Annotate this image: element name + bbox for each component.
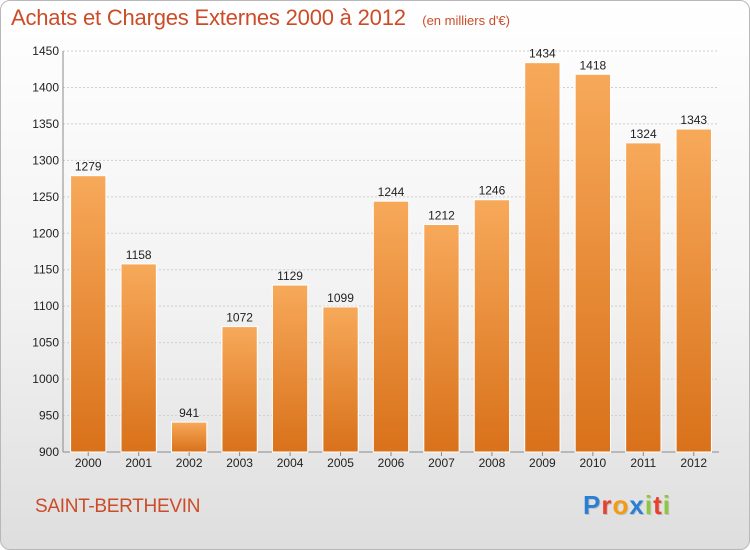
x-tick-label: 2005 xyxy=(327,456,354,470)
y-tick-label: 1200 xyxy=(32,226,59,240)
x-tick-label: 2009 xyxy=(529,456,556,470)
bar-value-label: 1246 xyxy=(479,184,506,198)
bar-2009 xyxy=(524,62,561,453)
x-tick-label: 2008 xyxy=(479,456,506,470)
bar-2000 xyxy=(70,175,107,453)
logo-letter: i xyxy=(662,490,671,520)
logo-letter: t xyxy=(653,490,663,520)
x-tick-label: 2006 xyxy=(378,456,405,470)
chart-subtitle: (en milliers d'€) xyxy=(422,13,510,28)
y-tick-label: 1300 xyxy=(32,153,59,167)
y-tick-label: 1150 xyxy=(33,263,59,277)
bar-value-label: 1279 xyxy=(75,160,102,174)
y-tick-label: 1250 xyxy=(32,190,59,204)
bar-2012 xyxy=(675,128,712,453)
bar-2005 xyxy=(322,306,359,453)
bar-value-label: 1129 xyxy=(277,269,303,283)
x-tick-label: 2002 xyxy=(176,456,203,470)
bar-value-label: 1244 xyxy=(378,185,405,199)
city-name: SAINT-BERTHEVIN xyxy=(35,496,201,517)
x-tick-label: 2000 xyxy=(75,456,102,470)
y-tick-label: 950 xyxy=(39,409,59,423)
x-tick-label: 2012 xyxy=(680,456,707,470)
bar-value-label: 1072 xyxy=(226,311,253,325)
x-tick-label: 2003 xyxy=(226,456,253,470)
bar-2003 xyxy=(221,326,258,453)
logo-letter: P xyxy=(583,490,602,520)
logo-letter: r xyxy=(601,490,613,520)
bar-2006 xyxy=(372,200,410,453)
y-tick-label: 1400 xyxy=(32,80,59,94)
bar-2010 xyxy=(574,73,612,453)
x-tick-label: 2007 xyxy=(428,456,455,470)
bar-value-label: 1212 xyxy=(428,209,455,223)
logo-letter: o xyxy=(612,490,630,520)
bar-value-label: 1324 xyxy=(630,127,657,141)
y-tick-label: 1000 xyxy=(32,372,59,386)
title-row: Achats et Charges Externes 2000 à 2012 (… xyxy=(11,5,510,31)
bar-2004 xyxy=(271,284,309,453)
bar-value-label: 1434 xyxy=(529,47,556,61)
logo-letter: x xyxy=(629,490,645,520)
bar-value-label: 1418 xyxy=(579,58,606,72)
x-tick-label: 2010 xyxy=(579,456,606,470)
y-tick-label: 1050 xyxy=(32,336,59,350)
bar-2008 xyxy=(473,199,511,453)
bar-2011 xyxy=(625,142,662,453)
bar-value-label: 1343 xyxy=(680,113,707,127)
x-tick-label: 2004 xyxy=(277,456,304,470)
bar-value-label: 941 xyxy=(179,406,199,420)
proxiti-logo: Proxiti xyxy=(583,490,671,521)
bar-value-label: 1099 xyxy=(327,291,354,305)
y-tick-label: 1350 xyxy=(32,117,59,131)
x-tick-label: 2011 xyxy=(630,456,656,470)
chart-title: Achats et Charges Externes 2000 à 2012 xyxy=(11,5,406,30)
logo-letter: i xyxy=(644,490,654,520)
y-tick-label: 1450 xyxy=(32,44,59,58)
x-tick-label: 2001 xyxy=(125,456,152,470)
bar-2002 xyxy=(170,421,208,453)
bar-value-label: 1158 xyxy=(126,248,152,262)
bar-2007 xyxy=(423,224,460,453)
y-tick-label: 1100 xyxy=(33,299,59,313)
y-tick-label: 900 xyxy=(39,445,59,459)
bar-2001 xyxy=(120,263,157,453)
